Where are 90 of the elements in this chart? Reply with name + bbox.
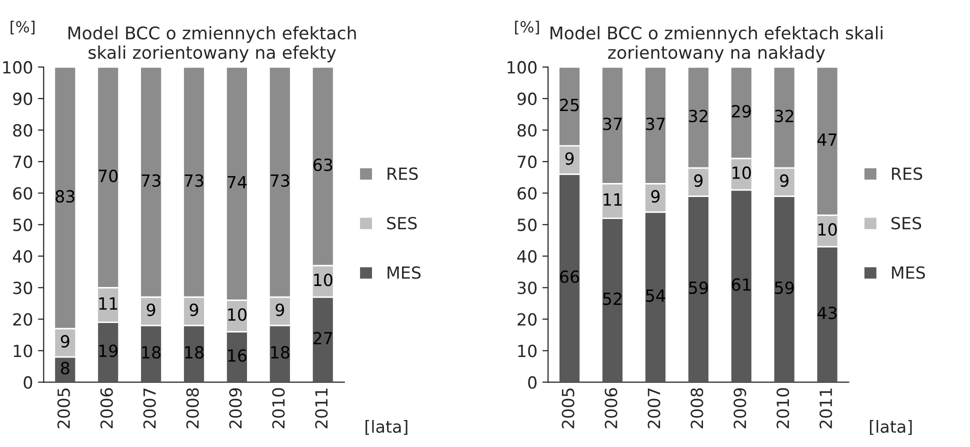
data-label: 32 bbox=[774, 110, 794, 122]
x-tick-label: 2005 bbox=[562, 388, 574, 428]
data-label: 74 bbox=[228, 176, 247, 188]
data-label: 9 bbox=[565, 152, 574, 165]
data-label: 10 bbox=[818, 223, 837, 236]
data-label: 32 bbox=[689, 110, 708, 122]
y-tick-label: 60 bbox=[13, 187, 32, 200]
x-tick-label: 2006 bbox=[604, 388, 618, 428]
x-tick-label: 2007 bbox=[143, 388, 156, 428]
x-tick-label: 2007 bbox=[648, 388, 660, 428]
data-label: 73 bbox=[142, 174, 160, 187]
y-tick-label: 50 bbox=[518, 218, 537, 232]
chart-title: Model BCC o zmiennych efektach skali zorientowany na nakłady bbox=[550, 26, 882, 62]
data-label: 16 bbox=[228, 349, 247, 362]
data-label: 9 bbox=[780, 174, 788, 187]
x-axis-title: [lata] bbox=[366, 420, 408, 435]
data-label: 70 bbox=[98, 170, 118, 182]
legend-label: RES bbox=[388, 167, 418, 180]
y-tick-label: 70 bbox=[518, 156, 537, 168]
y-tick-label: 70 bbox=[13, 156, 32, 168]
legend-label: SES bbox=[387, 216, 417, 230]
data-label: 10 bbox=[228, 308, 246, 321]
chart-title: Model BCC o zmiennych efektach skali zorientowany na efekty bbox=[68, 26, 356, 62]
x-tick-label: 2009 bbox=[734, 388, 746, 428]
y-tick-label: 90 bbox=[517, 92, 537, 106]
data-label: 27 bbox=[313, 332, 332, 344]
y-tick-label: 10 bbox=[14, 344, 32, 358]
y-tick-label: 0 bbox=[24, 376, 32, 389]
x-tick-label: 2006 bbox=[100, 388, 113, 428]
legend-label: MES bbox=[388, 266, 421, 279]
data-label: 9 bbox=[276, 304, 284, 316]
data-label: 25 bbox=[560, 98, 579, 112]
data-label: 19 bbox=[99, 344, 118, 358]
data-label: 10 bbox=[314, 274, 332, 286]
y-tick-label: 80 bbox=[13, 124, 32, 137]
data-label: 59 bbox=[774, 281, 794, 294]
y-axis-title: [%] bbox=[515, 20, 539, 34]
data-label: 9 bbox=[60, 335, 70, 348]
data-label: 18 bbox=[271, 346, 290, 359]
y-tick-label: 100 bbox=[3, 61, 32, 74]
data-label: 61 bbox=[732, 278, 750, 291]
data-label: 37 bbox=[646, 118, 665, 130]
data-label: 43 bbox=[817, 306, 837, 320]
y-tick-label: 40 bbox=[517, 250, 537, 263]
data-label: 66 bbox=[560, 270, 580, 284]
data-label: 8 bbox=[60, 362, 70, 374]
data-label: 9 bbox=[651, 190, 660, 203]
data-label: 29 bbox=[732, 104, 751, 118]
y-tick-label: 30 bbox=[13, 282, 32, 294]
x-tick-label: 2010 bbox=[776, 388, 790, 428]
y-tick-label: 40 bbox=[12, 250, 32, 263]
data-label: 73 bbox=[270, 174, 290, 187]
data-label: 9 bbox=[190, 304, 198, 316]
legend-label: SES bbox=[892, 216, 922, 230]
data-label: 18 bbox=[142, 346, 161, 359]
y-tick-label: 80 bbox=[518, 124, 537, 137]
y-tick-label: 20 bbox=[13, 313, 32, 326]
y-tick-label: 60 bbox=[518, 187, 537, 200]
data-label: 59 bbox=[689, 281, 708, 294]
data-label: 9 bbox=[146, 304, 156, 316]
data-label: 73 bbox=[184, 174, 204, 187]
data-label: 83 bbox=[56, 190, 74, 203]
y-tick-label: 10 bbox=[518, 344, 537, 358]
x-tick-label: 2011 bbox=[820, 388, 832, 428]
data-label: 52 bbox=[603, 292, 622, 306]
data-label: 9 bbox=[694, 174, 703, 187]
x-tick-label: 2011 bbox=[315, 388, 328, 428]
legend-label: RES bbox=[892, 167, 922, 180]
y-tick-label: 0 bbox=[528, 376, 537, 389]
legend-label: MES bbox=[892, 266, 925, 279]
data-label: 37 bbox=[603, 118, 622, 130]
x-tick-label: 2009 bbox=[229, 388, 242, 428]
x-tick-label: 2005 bbox=[57, 388, 70, 428]
x-tick-label: 2008 bbox=[690, 388, 704, 428]
data-label: 54 bbox=[646, 290, 666, 302]
data-label: 18 bbox=[185, 346, 204, 359]
y-tick-label: 50 bbox=[13, 218, 32, 232]
data-label: 47 bbox=[817, 134, 836, 146]
x-axis-title: [lata] bbox=[870, 420, 912, 435]
y-tick-label: 90 bbox=[13, 92, 32, 106]
y-tick-label: 30 bbox=[518, 282, 537, 294]
y-tick-label: 20 bbox=[518, 313, 537, 326]
y-tick-label: 100 bbox=[508, 61, 537, 74]
y-axis-title: [%] bbox=[10, 20, 35, 34]
x-tick-label: 2010 bbox=[272, 388, 285, 428]
data-label: 10 bbox=[732, 166, 751, 180]
data-label: 11 bbox=[604, 193, 622, 206]
data-label: 11 bbox=[99, 297, 118, 310]
x-tick-label: 2008 bbox=[186, 388, 199, 428]
data-label: 63 bbox=[313, 158, 332, 172]
